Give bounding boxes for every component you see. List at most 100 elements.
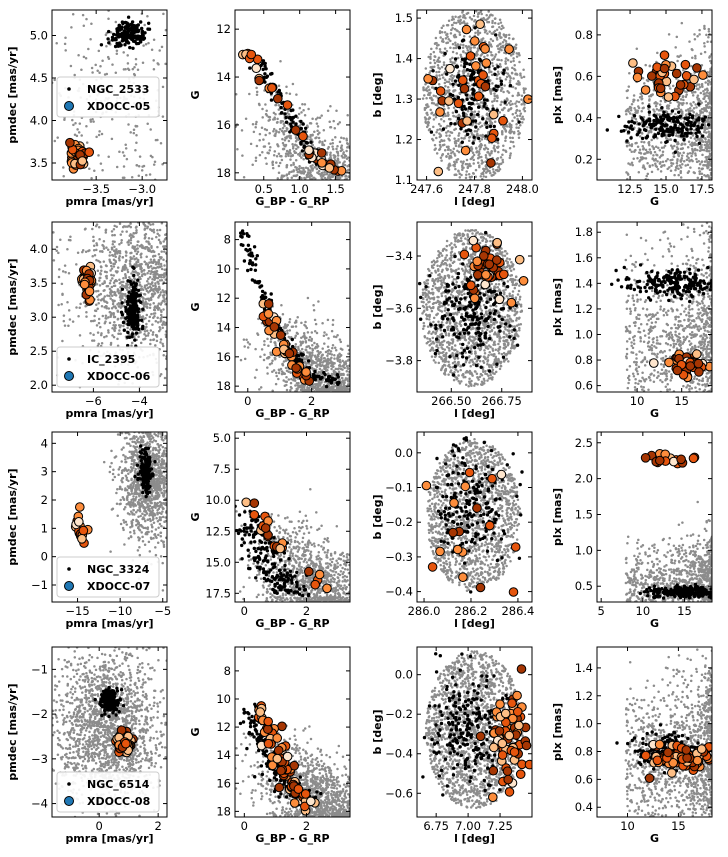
field-star-point — [440, 154, 444, 157]
cluster-member-point — [632, 114, 637, 118]
cluster-member-point — [467, 106, 472, 110]
field-star-point — [159, 291, 163, 294]
field-star-point — [460, 21, 464, 25]
field-star-point — [150, 312, 153, 316]
field-star-point — [508, 146, 512, 150]
xdocc-member-point — [459, 83, 470, 94]
field-star-point — [697, 166, 701, 170]
field-star-point — [656, 167, 660, 171]
field-star-point — [268, 118, 272, 121]
field-star-point — [493, 55, 497, 58]
field-star-point — [467, 45, 470, 48]
field-star-point — [426, 103, 429, 106]
field-star-point — [479, 142, 483, 146]
field-star-point — [632, 94, 636, 97]
field-star-point — [498, 111, 502, 114]
field-star-point — [461, 46, 465, 49]
field-star-point — [161, 344, 165, 348]
field-star-point — [140, 169, 144, 172]
field-star-point — [441, 139, 444, 143]
field-star-point — [626, 89, 630, 92]
axes-frame — [596, 9, 713, 181]
field-star-point — [498, 32, 502, 36]
field-star-point — [484, 175, 488, 179]
field-star-point — [488, 119, 491, 123]
field-star-point — [254, 159, 258, 163]
field-star-point — [328, 120, 331, 124]
field-star-point — [438, 135, 442, 139]
field-star-point — [446, 91, 449, 94]
field-star-point — [708, 152, 712, 156]
field-star-point — [164, 303, 167, 306]
field-star-point — [661, 153, 664, 157]
xdocc-member-point — [317, 158, 327, 168]
field-star-point — [308, 169, 312, 172]
field-star-point — [703, 130, 706, 134]
field-star-point — [464, 22, 467, 26]
field-star-point — [288, 170, 291, 174]
field-star-point — [706, 82, 710, 85]
field-star-point — [702, 97, 706, 100]
field-star-point — [493, 171, 497, 175]
field-star-point — [630, 102, 634, 106]
field-star-point — [502, 26, 505, 30]
field-star-point — [489, 91, 492, 94]
field-star-point — [64, 49, 67, 52]
field-star-point — [509, 140, 513, 143]
field-star-point — [498, 63, 502, 66]
field-star-point — [147, 319, 151, 323]
field-star-point — [325, 151, 329, 154]
field-star-point — [126, 268, 129, 271]
field-star-point — [450, 23, 454, 27]
legend-marker-xdocc — [64, 101, 74, 111]
field-star-point — [472, 162, 475, 165]
field-star-point — [700, 101, 703, 105]
cluster-member-point — [457, 73, 461, 78]
field-star-point — [123, 300, 126, 304]
field-star-point — [458, 172, 461, 175]
field-star-point — [651, 145, 654, 148]
cluster-member-point — [457, 83, 461, 88]
field-star-point — [441, 38, 445, 41]
field-star-point — [703, 50, 707, 54]
field-star-point — [515, 55, 519, 58]
field-star-point — [471, 122, 475, 125]
xdocc-member-point — [640, 85, 651, 95]
field-star-point — [635, 47, 639, 51]
field-star-point — [316, 129, 319, 133]
field-star-point — [498, 77, 502, 81]
field-star-point — [635, 120, 639, 124]
field-star-point — [155, 235, 158, 239]
cluster-member-point — [685, 127, 689, 132]
field-star-point — [329, 142, 332, 146]
field-star-point — [151, 223, 155, 226]
field-star-point — [137, 164, 141, 168]
field-star-point — [310, 138, 313, 141]
field-star-point — [687, 108, 690, 111]
field-star-point — [130, 344, 133, 347]
field-star-point — [449, 58, 452, 61]
field-star-point — [489, 37, 493, 41]
field-star-point — [447, 117, 451, 121]
field-star-point — [135, 141, 138, 145]
field-star-point — [340, 144, 344, 147]
field-star-point — [449, 32, 453, 35]
field-star-point — [700, 143, 703, 147]
cluster-member-point — [659, 125, 663, 129]
field-star-point — [163, 298, 166, 301]
field-star-point — [695, 143, 699, 146]
field-star-point — [427, 85, 430, 89]
field-star-point — [106, 55, 110, 59]
field-star-point — [686, 146, 690, 149]
field-star-point — [426, 124, 430, 127]
field-star-point — [518, 53, 521, 57]
field-star-point — [152, 301, 155, 305]
field-star-point — [152, 338, 156, 341]
field-star-point — [489, 122, 492, 125]
field-star-point — [520, 94, 524, 97]
field-star-point — [62, 166, 65, 169]
field-star-point — [477, 153, 480, 157]
field-star-point — [338, 175, 341, 178]
x-tick-label: 247.8 — [458, 182, 491, 196]
cluster-member-point — [117, 23, 121, 28]
